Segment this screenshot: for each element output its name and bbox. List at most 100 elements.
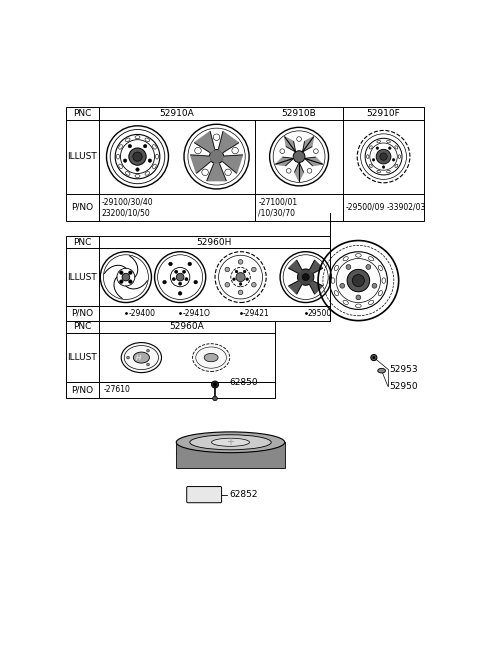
Ellipse shape — [369, 300, 373, 305]
Polygon shape — [276, 157, 293, 166]
Circle shape — [352, 275, 364, 286]
Circle shape — [302, 273, 309, 281]
Circle shape — [120, 271, 123, 275]
Circle shape — [128, 145, 132, 148]
Ellipse shape — [395, 164, 398, 168]
Circle shape — [182, 270, 186, 273]
Ellipse shape — [387, 141, 390, 143]
Text: -27100/01: -27100/01 — [258, 198, 298, 206]
Text: H: H — [136, 355, 141, 361]
Circle shape — [340, 283, 345, 288]
Ellipse shape — [156, 154, 158, 159]
Text: 52910B: 52910B — [282, 109, 316, 118]
Circle shape — [212, 381, 218, 388]
Bar — [66, 107, 424, 221]
Circle shape — [252, 283, 256, 287]
Ellipse shape — [145, 138, 150, 142]
Text: P/NO: P/NO — [72, 386, 94, 394]
Circle shape — [366, 265, 371, 269]
Circle shape — [188, 262, 192, 265]
Circle shape — [287, 168, 291, 173]
Ellipse shape — [369, 257, 373, 261]
Circle shape — [225, 267, 229, 272]
Ellipse shape — [395, 146, 398, 149]
Text: -27610: -27610 — [103, 386, 130, 394]
Circle shape — [133, 152, 142, 161]
Circle shape — [225, 283, 229, 287]
Circle shape — [307, 168, 312, 173]
Text: -29421: -29421 — [243, 309, 270, 318]
Ellipse shape — [153, 145, 156, 149]
Bar — [176, 442, 285, 468]
Circle shape — [136, 168, 139, 171]
Ellipse shape — [356, 304, 361, 307]
Ellipse shape — [331, 278, 335, 283]
Circle shape — [179, 283, 181, 285]
Circle shape — [122, 273, 130, 281]
Circle shape — [213, 382, 217, 386]
Text: ILLUST: ILLUST — [68, 353, 97, 362]
Circle shape — [213, 396, 217, 401]
Text: PNC: PNC — [73, 323, 92, 331]
Text: 62850: 62850 — [229, 378, 258, 388]
Circle shape — [195, 147, 201, 154]
Circle shape — [232, 147, 239, 154]
Ellipse shape — [377, 170, 381, 173]
Circle shape — [144, 145, 147, 148]
Ellipse shape — [369, 164, 372, 168]
Circle shape — [233, 278, 235, 281]
Circle shape — [280, 149, 285, 154]
Text: 52910F: 52910F — [367, 109, 400, 118]
Polygon shape — [194, 131, 215, 152]
Circle shape — [148, 159, 152, 162]
Circle shape — [127, 356, 130, 359]
Circle shape — [293, 150, 305, 162]
Polygon shape — [288, 281, 302, 294]
Text: P/NO: P/NO — [72, 309, 94, 318]
Ellipse shape — [117, 154, 120, 159]
Text: +: + — [227, 438, 235, 447]
Circle shape — [376, 147, 379, 149]
Circle shape — [123, 159, 127, 162]
Ellipse shape — [153, 164, 156, 169]
Ellipse shape — [119, 164, 122, 169]
Polygon shape — [191, 155, 211, 173]
Circle shape — [129, 280, 132, 283]
Text: -29100/30/40: -29100/30/40 — [102, 198, 154, 206]
FancyBboxPatch shape — [187, 487, 222, 503]
Text: PNC: PNC — [73, 238, 92, 246]
Circle shape — [146, 363, 149, 366]
Text: ILLUST: ILLUST — [68, 273, 97, 282]
Polygon shape — [295, 162, 303, 181]
Circle shape — [380, 153, 387, 160]
Circle shape — [172, 278, 175, 281]
Ellipse shape — [204, 353, 218, 362]
Circle shape — [297, 137, 301, 141]
Ellipse shape — [343, 257, 348, 261]
Circle shape — [202, 169, 208, 175]
Text: 62852: 62852 — [229, 490, 257, 499]
Circle shape — [371, 355, 377, 361]
Circle shape — [392, 158, 395, 161]
Ellipse shape — [145, 171, 150, 175]
Circle shape — [238, 290, 243, 294]
Circle shape — [185, 278, 188, 281]
Circle shape — [382, 166, 385, 168]
Ellipse shape — [378, 265, 383, 271]
Text: 52910A: 52910A — [160, 109, 194, 118]
Circle shape — [313, 149, 318, 154]
Polygon shape — [310, 260, 323, 273]
Bar — [66, 321, 276, 397]
Circle shape — [347, 269, 370, 292]
Polygon shape — [285, 137, 296, 152]
Polygon shape — [305, 157, 323, 166]
Ellipse shape — [192, 344, 230, 371]
Ellipse shape — [378, 290, 383, 296]
Ellipse shape — [133, 352, 149, 363]
Circle shape — [252, 267, 256, 272]
Text: 52960A: 52960A — [170, 323, 204, 331]
Polygon shape — [302, 137, 313, 152]
Circle shape — [225, 169, 231, 175]
Circle shape — [372, 357, 375, 359]
Ellipse shape — [382, 278, 385, 283]
